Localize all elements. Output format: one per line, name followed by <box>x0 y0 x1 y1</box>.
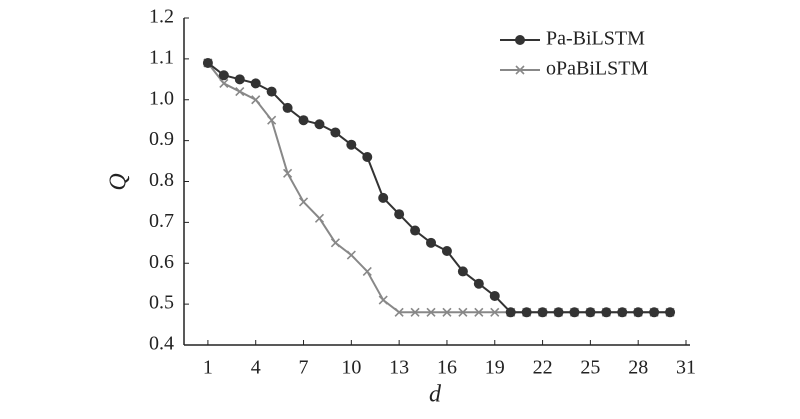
point <box>250 78 261 89</box>
x-stroke <box>235 87 245 97</box>
y-tick-label: 0.4 <box>149 333 174 355</box>
series-line <box>207 62 671 314</box>
x-tick-label: 1 <box>203 357 213 379</box>
x-tick-label: 4 <box>251 357 261 379</box>
x-tick-label: 25 <box>580 357 600 379</box>
x-stroke <box>378 295 388 305</box>
point <box>410 307 420 317</box>
legend-marker <box>515 65 525 75</box>
x-stroke <box>474 307 484 317</box>
point <box>442 307 452 317</box>
legend-label: Pa-BiLSTM <box>546 28 645 50</box>
y-tick-label: 0.6 <box>149 251 174 273</box>
point <box>251 95 261 105</box>
x-tick-label: 7 <box>299 357 309 379</box>
point <box>489 290 500 301</box>
point <box>617 307 628 318</box>
point <box>266 86 277 97</box>
x-stroke <box>219 78 229 88</box>
point <box>330 238 340 248</box>
point <box>537 307 548 318</box>
point <box>473 278 484 289</box>
y-tick-label: 1.2 <box>149 6 174 28</box>
y-tick-label: 0.5 <box>149 292 174 314</box>
y-tick-label: 1.0 <box>149 87 174 109</box>
point <box>601 307 612 318</box>
y-tick-label: 1.1 <box>149 46 174 68</box>
x-stroke <box>330 238 340 248</box>
point <box>458 307 468 317</box>
y-tick-label: 0.7 <box>149 210 174 232</box>
point <box>346 139 357 150</box>
point <box>394 209 405 220</box>
x-tick-label: 13 <box>389 357 409 379</box>
y-tick-label: 0.8 <box>149 169 174 191</box>
x-stroke <box>515 65 525 75</box>
x-stroke <box>267 115 277 125</box>
point <box>521 307 532 318</box>
point <box>426 237 437 248</box>
point <box>298 197 309 207</box>
point <box>457 266 468 277</box>
x-stroke <box>298 197 309 207</box>
point <box>346 250 356 260</box>
point <box>665 307 676 318</box>
point <box>394 307 404 317</box>
x-tick-label: 22 <box>533 357 553 379</box>
x-stroke <box>426 307 436 317</box>
point <box>633 307 644 318</box>
series-line <box>207 62 671 314</box>
point <box>283 168 293 178</box>
point <box>267 115 277 125</box>
x-tick-label: 28 <box>628 357 648 379</box>
y-tick-label: 0.9 <box>149 128 174 150</box>
y-axis-label: Q <box>106 173 132 190</box>
point <box>649 307 660 318</box>
legend-marker <box>515 35 525 45</box>
point <box>202 57 213 68</box>
point <box>282 102 293 113</box>
x-stroke <box>251 95 261 105</box>
point <box>378 295 388 305</box>
x-tick-label: 10 <box>341 357 361 379</box>
point <box>441 245 452 256</box>
point <box>410 225 421 236</box>
point <box>490 307 500 317</box>
x-tick-label: 19 <box>485 357 505 379</box>
x-stroke <box>442 307 452 317</box>
x-axis-label: d <box>429 382 442 408</box>
point <box>362 266 372 276</box>
point <box>553 307 564 318</box>
point <box>585 307 596 318</box>
x-stroke <box>394 307 404 317</box>
point <box>235 87 245 97</box>
point <box>330 127 341 138</box>
x-stroke <box>458 307 468 317</box>
point <box>218 70 229 81</box>
point <box>474 307 484 317</box>
point <box>362 151 373 162</box>
x-stroke <box>410 307 420 317</box>
point <box>569 307 580 318</box>
x-stroke <box>346 250 356 260</box>
x-stroke <box>283 168 293 178</box>
point <box>298 115 309 126</box>
point <box>234 74 245 85</box>
point <box>314 119 325 130</box>
point <box>219 78 229 88</box>
point <box>426 307 436 317</box>
x-stroke <box>362 266 372 276</box>
point <box>378 192 389 203</box>
x-stroke <box>490 307 500 317</box>
point <box>505 307 516 318</box>
legend-label: oPaBiLSTM <box>546 58 648 80</box>
x-tick-label: 16 <box>437 357 457 379</box>
x-stroke <box>314 213 325 223</box>
x-tick-label: 31 <box>676 357 696 379</box>
point <box>314 213 325 223</box>
